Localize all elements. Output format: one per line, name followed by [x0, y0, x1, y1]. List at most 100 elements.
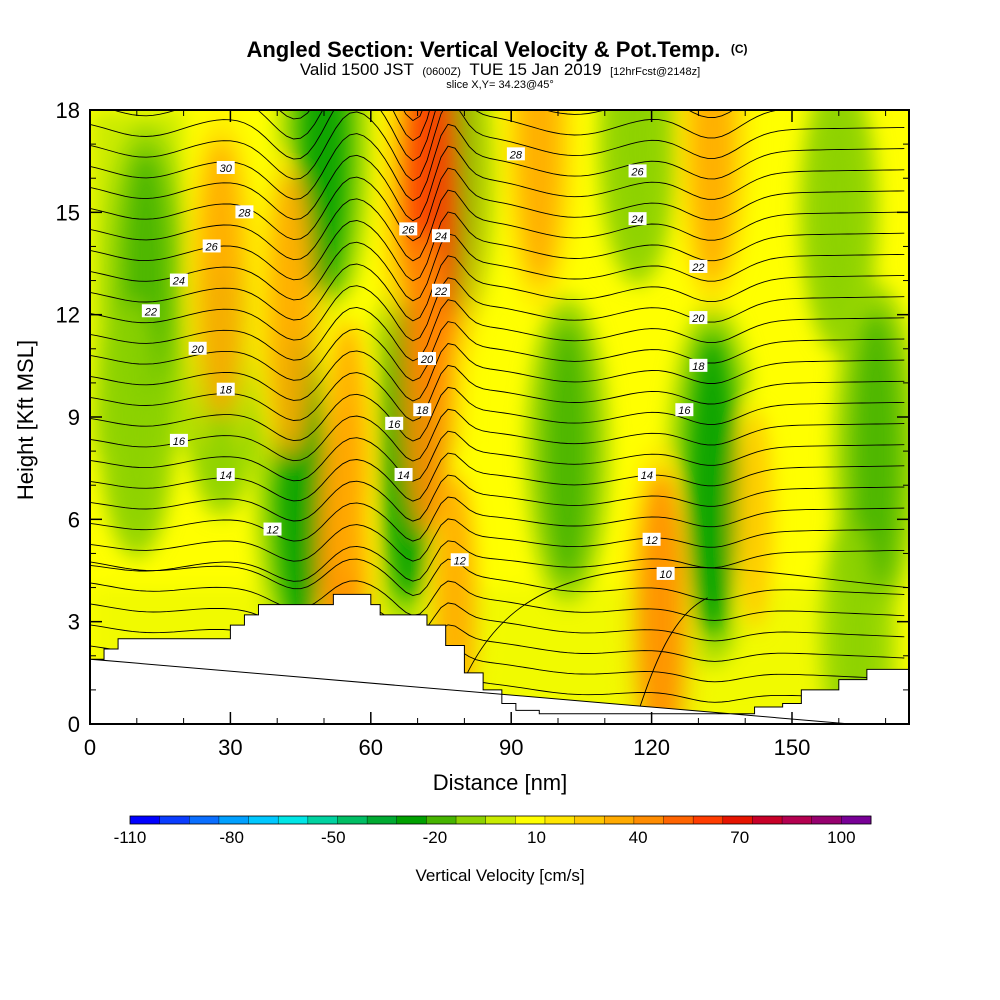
contour-label: 12	[263, 522, 282, 537]
contour-label: 26	[202, 239, 221, 253]
contour-label-bg	[675, 403, 694, 417]
contour-label: 18	[413, 403, 432, 417]
y-tick-label: 15	[56, 200, 80, 225]
y-tick-label: 12	[56, 303, 80, 328]
isentrope-line	[90, 277, 905, 342]
colorbar-swatch	[456, 816, 487, 824]
colorbar-swatch	[544, 816, 575, 824]
contour-label: 28	[235, 205, 254, 219]
y-tick-label: 3	[68, 610, 80, 635]
downdraft-core	[817, 110, 861, 331]
x-tick-label: 30	[218, 735, 242, 760]
contour-label-bg	[628, 164, 647, 178]
contour-label-text: 24	[434, 231, 447, 243]
colorbar-label: 40	[629, 828, 648, 847]
x-tick-label: 120	[633, 735, 670, 760]
contour-label: 16	[169, 433, 188, 448]
contour-label-text: 14	[397, 470, 409, 482]
contour-label-bg	[202, 239, 221, 253]
colorbar-swatch	[782, 816, 813, 824]
isentrope-line	[90, 602, 905, 642]
isentrope-line	[90, 110, 905, 182]
colorbar-swatch	[189, 816, 220, 824]
contour-label-bg	[689, 259, 708, 273]
colorbar-label: -50	[321, 828, 346, 847]
colorbar-swatch	[159, 816, 190, 824]
contour-label-bg	[263, 522, 282, 536]
contour-label-bg	[169, 433, 188, 447]
forecast-info: [12hrFcst@2148z]	[610, 66, 700, 78]
valid-prefix: Valid 1500 JST	[300, 60, 414, 79]
contour-label-bg	[689, 311, 708, 325]
contour-label: 14	[394, 467, 413, 482]
x-axis-title: Distance [nm]	[433, 770, 568, 795]
contour-label-bg	[394, 467, 413, 481]
colorbar-swatch	[367, 816, 398, 824]
colorbar-swatch	[130, 816, 161, 824]
contour-label-bg	[628, 212, 647, 226]
colorbar-label: -20	[423, 828, 448, 847]
contour-label-text: 12	[454, 555, 466, 567]
contour-label: 22	[689, 259, 708, 274]
colorbar-label: 10	[527, 828, 546, 847]
contour-label: 24	[432, 229, 450, 243]
contour-label-bg	[506, 147, 525, 161]
contour-label-text: 20	[420, 354, 434, 366]
contour-label-text: 26	[205, 241, 219, 253]
contour-label-text: 18	[416, 405, 429, 417]
contour-label-text: 12	[266, 525, 278, 537]
contour-label-text: 26	[630, 166, 644, 178]
y-tick-label: 0	[68, 712, 80, 737]
isentrope-line	[90, 211, 905, 282]
isentrope-line	[90, 408, 905, 462]
colorbar: -110 -80 -50 -20 10 40 70 100	[114, 815, 872, 847]
contour-label-text: 28	[237, 207, 251, 219]
x-axis: 0 30 60 90 120 150	[84, 110, 887, 760]
updraft-core	[269, 174, 314, 455]
contour-label-bg	[417, 352, 436, 366]
updraft-core	[517, 110, 562, 285]
isentrope-line	[90, 518, 905, 562]
colorbar-label: -110	[114, 828, 147, 847]
contour-label-text: 22	[434, 286, 447, 298]
contour-label-bg	[637, 467, 656, 481]
updraft-core	[637, 471, 685, 724]
isentrope-line	[90, 496, 905, 542]
contour-label-bg	[169, 273, 188, 287]
contour-label-text: 24	[172, 276, 185, 288]
y-axis-title: Height [Kft MSL]	[13, 340, 38, 500]
colorbar-swatch	[663, 816, 694, 824]
contour-label-text: 22	[691, 262, 704, 274]
contour-label-bg	[216, 467, 235, 481]
colorbar-label: -80	[219, 828, 244, 847]
contour-label: 18	[689, 358, 708, 373]
isentrope-line	[90, 233, 905, 302]
contour-label: 10	[656, 566, 675, 581]
contour-label-text: 16	[388, 419, 401, 431]
contour-label-text: 26	[401, 224, 415, 236]
contour-label: 30	[216, 160, 235, 175]
slice-info: slice X,Y= 34.23@45°	[446, 79, 554, 91]
colorbar-swatch	[633, 816, 664, 824]
updraft-core	[326, 321, 369, 582]
isentrope-line	[90, 343, 905, 402]
contour-label-text: 12	[645, 535, 657, 547]
x-tick-label: 90	[499, 735, 523, 760]
isentrope-line	[90, 189, 905, 262]
valid-time-line: Valid 1500 JST (0600Z) TUE 15 Jan 2019 […	[300, 60, 700, 79]
contour-label: 20	[689, 311, 708, 325]
colorbar-swatch	[841, 816, 872, 824]
colorbar-label: 70	[730, 828, 749, 847]
contour-label-bg	[216, 382, 235, 396]
colorbar-swatch	[307, 816, 338, 824]
isentrope-line	[637, 597, 708, 714]
contour-label: 12	[642, 532, 661, 547]
colorbar-frame	[129, 815, 872, 825]
contour-label-text: 14	[220, 470, 232, 482]
updraft-core	[403, 232, 451, 533]
contour-label: 26	[628, 164, 647, 178]
isentrope-line	[90, 540, 905, 582]
contour-label-text: 20	[691, 313, 705, 325]
contour-label-bg	[689, 358, 708, 372]
